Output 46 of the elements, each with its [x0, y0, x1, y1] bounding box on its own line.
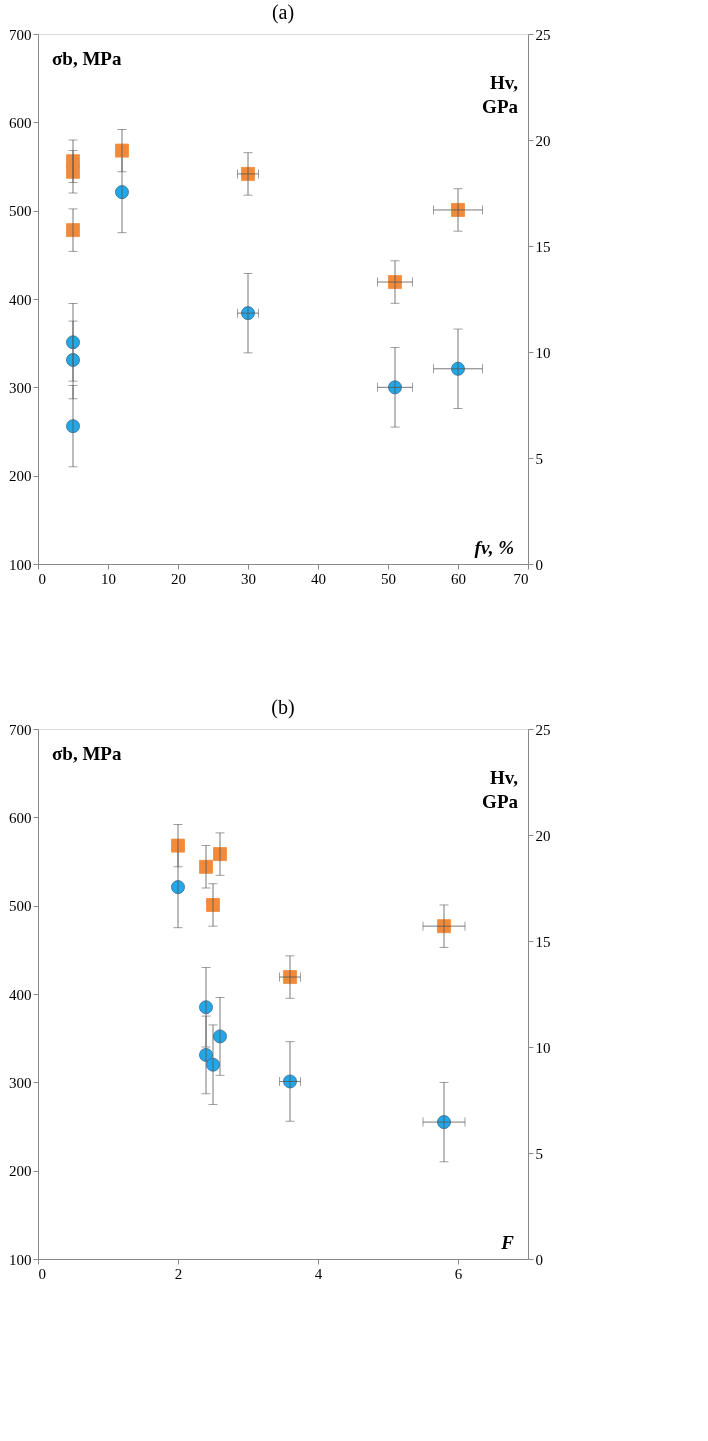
y2-tick-label: 20 — [535, 827, 551, 844]
chart-title: (a) — [271, 1, 295, 24]
x-axis-title: fv, % — [474, 537, 514, 558]
y-tick-label: 700 — [9, 721, 32, 738]
y2-tick-label: 0 — [535, 1251, 543, 1268]
x-tick-label: 10 — [101, 570, 116, 587]
x-tick-label: 60 — [451, 570, 466, 587]
y-tick-label: 100 — [9, 556, 32, 573]
y2-tick-label: 15 — [535, 238, 551, 255]
y2-tick-label: 0 — [535, 556, 543, 573]
y-tick-label: 600 — [9, 114, 32, 131]
y2-axis-title: Hv, GPa — [482, 767, 519, 812]
y-axis-title: σb, MPa — [52, 743, 122, 764]
y-tick-label: 100 — [9, 1251, 32, 1268]
x-tick-label: 40 — [311, 570, 326, 587]
y2-tick-label: 20 — [535, 132, 551, 149]
y-tick-label: 200 — [9, 468, 32, 485]
y-tick-label: 500 — [9, 898, 32, 915]
y2-tick-label: 10 — [535, 1039, 551, 1056]
x-tick-label: 20 — [171, 570, 186, 587]
x-tick-label: 6 — [454, 1265, 463, 1282]
x-tick-label: 70 — [513, 570, 529, 587]
y2-tick-label: 15 — [535, 933, 551, 950]
x-tick-label: 4 — [314, 1265, 323, 1282]
x-tick-label: 0 — [38, 1265, 46, 1282]
y-tick-label: 300 — [9, 1074, 32, 1091]
y-axis-title: σb, MPa — [52, 48, 122, 69]
y2-tick-label: 25 — [535, 26, 551, 43]
y2-tick-label: 5 — [535, 1145, 543, 1162]
x-tick-label: 0 — [38, 570, 46, 587]
y2-tick-label: 10 — [535, 344, 551, 361]
y-tick-label: 500 — [9, 203, 32, 220]
y-tick-label: 400 — [9, 291, 32, 308]
y2-tick-label: 5 — [535, 450, 543, 467]
x-tick-label: 30 — [241, 570, 256, 587]
y-tick-label: 400 — [9, 986, 32, 1003]
x-axis-title: F — [500, 1232, 515, 1253]
chart-title: (b) — [271, 696, 295, 719]
x-tick-label: 2 — [174, 1265, 183, 1282]
y-tick-label: 200 — [9, 1163, 32, 1180]
x-tick-label: 50 — [381, 570, 396, 587]
y-tick-label: 300 — [9, 379, 32, 396]
y-tick-label: 600 — [9, 809, 32, 826]
y2-axis-title: Hv, GPa — [482, 72, 519, 117]
y2-tick-label: 25 — [535, 721, 551, 738]
y-tick-label: 700 — [9, 26, 32, 43]
